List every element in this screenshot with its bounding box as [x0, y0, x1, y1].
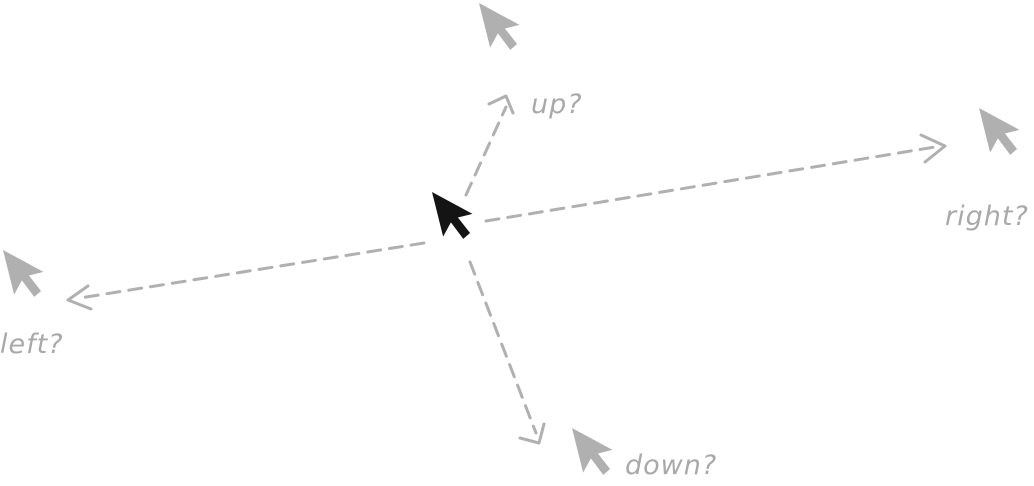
ghost-cursor-right-shape	[979, 99, 1025, 160]
ghost-cursor-down-icon	[572, 419, 618, 480]
ghost-cursor-up-shape	[479, 0, 525, 55]
guide-line-right	[484, 145, 937, 223]
guide-line-down	[468, 260, 538, 435]
ghost-cursor-up-icon	[479, 0, 525, 55]
guide-arrowhead-right	[919, 133, 947, 164]
current-cursor-icon	[432, 183, 478, 244]
ghost-cursor-right-icon	[979, 99, 1025, 160]
guide-arrowhead-up	[487, 94, 515, 115]
label-down: down?	[625, 450, 717, 481]
label-up: up?	[531, 89, 583, 120]
ghost-cursor-down-shape	[572, 419, 618, 480]
ghost-cursor-left-shape	[3, 241, 49, 302]
current-cursor-shape	[432, 183, 478, 244]
guide-line-left	[78, 241, 426, 300]
guide-lines	[66, 94, 947, 445]
ghost-cursor-left-icon	[3, 241, 49, 302]
label-right: right?	[945, 201, 1029, 232]
guide-line-up	[464, 105, 508, 197]
guide-arrowhead-left	[66, 284, 93, 311]
guide-arrowhead-down	[518, 422, 546, 445]
label-left: left?	[0, 329, 64, 360]
